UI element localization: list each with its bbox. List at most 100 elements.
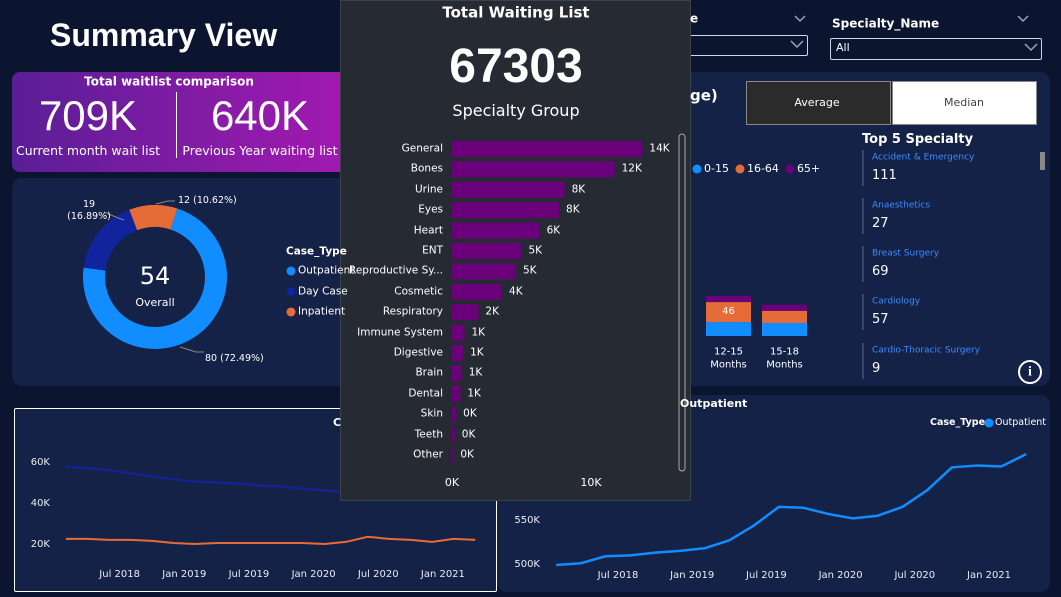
specialty-dropdown[interactable] xyxy=(830,38,1042,60)
top5-name: Breast Surgery xyxy=(872,248,940,259)
bar xyxy=(452,324,465,341)
y-tick-label: Cosmetic xyxy=(394,285,443,298)
donut-segment xyxy=(129,205,178,231)
leader-line xyxy=(155,200,175,205)
top5-value: 9 xyxy=(872,360,881,376)
chart-title: Outpatient xyxy=(680,397,748,411)
tooltip-total: 67303 xyxy=(449,40,583,93)
donut-data-label: 12 (10.62%) xyxy=(178,195,237,207)
button-label: Average xyxy=(794,96,840,110)
top5-name: Anaesthetics xyxy=(872,200,931,211)
y-tick-label: Teeth xyxy=(414,428,443,441)
x-tick-label: 0K xyxy=(444,476,460,490)
x-tick-label: Jul 2020 xyxy=(357,568,399,580)
average-button[interactable] xyxy=(746,81,891,125)
filter-value: All xyxy=(836,41,850,55)
kpi-value: 640K xyxy=(210,91,310,139)
chart-title: ge) xyxy=(690,86,718,105)
y-tick-label: Brain xyxy=(415,366,443,379)
bar xyxy=(452,181,565,198)
data-label: 1K xyxy=(468,366,483,379)
data-label: 5K xyxy=(528,244,543,257)
bar xyxy=(452,426,455,443)
x-tick-label: Jan 2021 xyxy=(966,569,1012,581)
y-tick-label: 40K xyxy=(30,497,50,509)
info-icon[interactable] xyxy=(1018,360,1042,384)
bar xyxy=(452,243,522,259)
y-tick-label: Other xyxy=(413,448,443,461)
y-tick-label: 550K xyxy=(514,514,540,526)
data-label: 1K xyxy=(471,326,486,339)
top5-title: Top 5 Specialty xyxy=(862,131,974,147)
legend-label: 65+ xyxy=(796,162,821,176)
top5-value: 27 xyxy=(872,215,889,231)
donut-segment xyxy=(83,208,227,349)
y-tick-label: Skin xyxy=(420,407,443,420)
y-tick-label: Urine xyxy=(414,183,443,196)
x-tick-label: Jul 2018 xyxy=(597,569,639,581)
y-tick-label: Respiratory xyxy=(382,305,443,318)
data-label: 4K xyxy=(509,285,523,298)
filter-label: e xyxy=(690,11,699,26)
bar xyxy=(452,283,503,300)
x-tick-label: Jul 2019 xyxy=(746,569,787,581)
bar-segment xyxy=(762,322,807,336)
y-tick-label: Heart xyxy=(413,224,443,237)
bar xyxy=(452,406,457,423)
data-label: 0K xyxy=(463,407,477,420)
median-button[interactable] xyxy=(892,81,1037,125)
legend-marker xyxy=(692,164,702,174)
legend-label: Day Case xyxy=(298,284,348,297)
legend-marker xyxy=(286,287,296,296)
x-tick-label: Jan 2021 xyxy=(420,568,465,580)
x-tick-label: Jul 2019 xyxy=(228,568,270,580)
scrollbar[interactable] xyxy=(1040,152,1045,170)
line-series xyxy=(556,453,1027,567)
bar xyxy=(452,447,454,463)
top5-name: Accident & Emergency xyxy=(872,152,975,163)
y-tick-label: Digestive xyxy=(393,346,443,359)
chevrons xyxy=(790,15,1038,52)
bar-segment xyxy=(706,322,751,336)
filter-label: Specialty_Name xyxy=(832,16,940,31)
x-tick-label: Jul 2018 xyxy=(99,568,140,580)
donut-data-label: 19 (16.89%) xyxy=(67,199,111,222)
data-label: 1K xyxy=(470,346,484,359)
bar-segment xyxy=(762,310,807,323)
donut-segment xyxy=(83,209,138,271)
bar-segment xyxy=(762,304,807,311)
legend-label: Outpatient xyxy=(298,264,355,277)
legend-label: Outpatient xyxy=(995,417,1047,429)
legend-marker xyxy=(984,418,994,428)
top5-name: Cardiology xyxy=(872,296,921,307)
tooltip-scrollbar xyxy=(678,133,686,472)
legend-label: Inpatient xyxy=(298,305,346,318)
legend-marker xyxy=(735,164,745,174)
x-tick-label: Jul 2020 xyxy=(894,569,936,581)
legend-label: 16-64 xyxy=(746,162,779,176)
tooltip-title: Total Waiting List xyxy=(442,3,590,22)
info-icon-label: i xyxy=(1028,364,1032,380)
bar xyxy=(452,161,615,178)
x-tick-label: Jan 2019 xyxy=(670,569,715,581)
data-label: 46 xyxy=(722,305,735,317)
legend-marker xyxy=(286,307,296,317)
legend-title: Case_Type xyxy=(286,245,347,258)
bar xyxy=(452,304,479,321)
data-label: 14K xyxy=(649,142,670,155)
legend-label: 0-15 xyxy=(704,162,729,176)
legend-marker xyxy=(785,164,795,174)
data-label: 5K xyxy=(522,264,537,277)
tooltip-chart xyxy=(452,133,686,472)
leader-line xyxy=(103,211,125,221)
y-tick-label: ENT xyxy=(422,244,443,257)
page-title: Summary View xyxy=(50,17,278,53)
y-tick-label: Immune System xyxy=(357,326,443,339)
x-tick-label: Jan 2019 xyxy=(162,568,207,580)
donut-center-label: Overall xyxy=(135,296,175,310)
data-label: 2K xyxy=(485,305,499,318)
data-label: 0K xyxy=(460,448,474,461)
x-tick-label: 15-18 Months xyxy=(766,346,803,371)
data-label: 8K xyxy=(566,203,580,216)
